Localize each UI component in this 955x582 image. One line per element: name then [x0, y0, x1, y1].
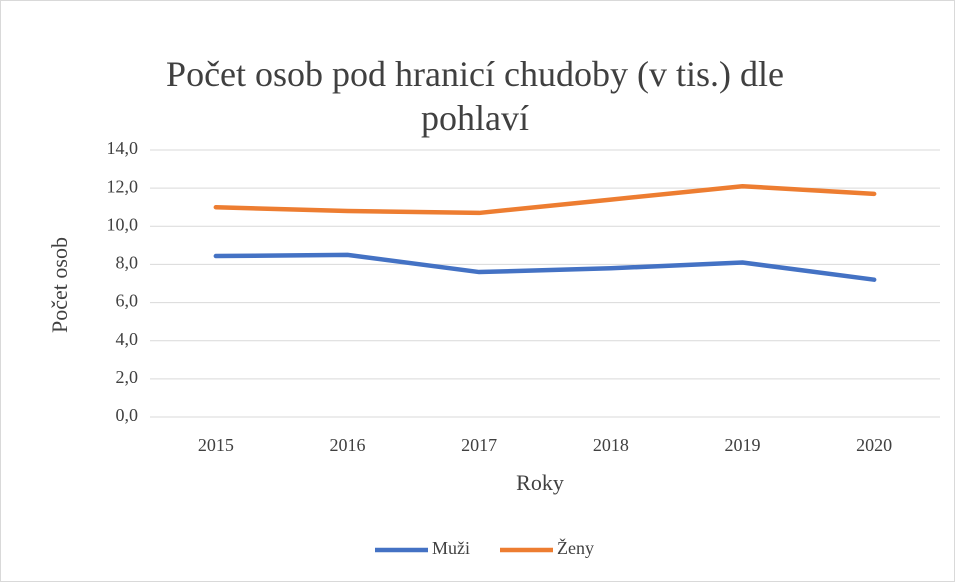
- legend-label: Muži: [432, 538, 470, 558]
- series-line: [213, 252, 877, 282]
- y-axis-title: Počet osob: [47, 237, 72, 333]
- y-tick-label: 10,0: [107, 214, 139, 234]
- legend-label: Ženy: [557, 537, 594, 558]
- series-line: [213, 183, 877, 216]
- x-tick-label: 2016: [330, 435, 366, 455]
- x-tick-label: 2018: [593, 435, 629, 455]
- y-tick-label: 0,0: [116, 405, 139, 425]
- y-tick-label: 12,0: [107, 176, 139, 196]
- x-tick-label: 2019: [725, 435, 761, 455]
- chart-title: Počet osob pod hranicí chudoby (v tis.) …: [166, 54, 784, 138]
- x-axis-title: Roky: [516, 470, 564, 495]
- x-tick-label: 2020: [856, 435, 892, 455]
- x-tick-label: 2017: [461, 435, 497, 455]
- y-tick-label: 8,0: [116, 253, 139, 273]
- y-tick-label: 14,0: [107, 138, 139, 158]
- x-tick-label: 2015: [198, 435, 234, 455]
- y-tick-label: 4,0: [116, 329, 139, 349]
- y-tick-label: 2,0: [116, 367, 139, 387]
- y-tick-label: 6,0: [116, 291, 139, 311]
